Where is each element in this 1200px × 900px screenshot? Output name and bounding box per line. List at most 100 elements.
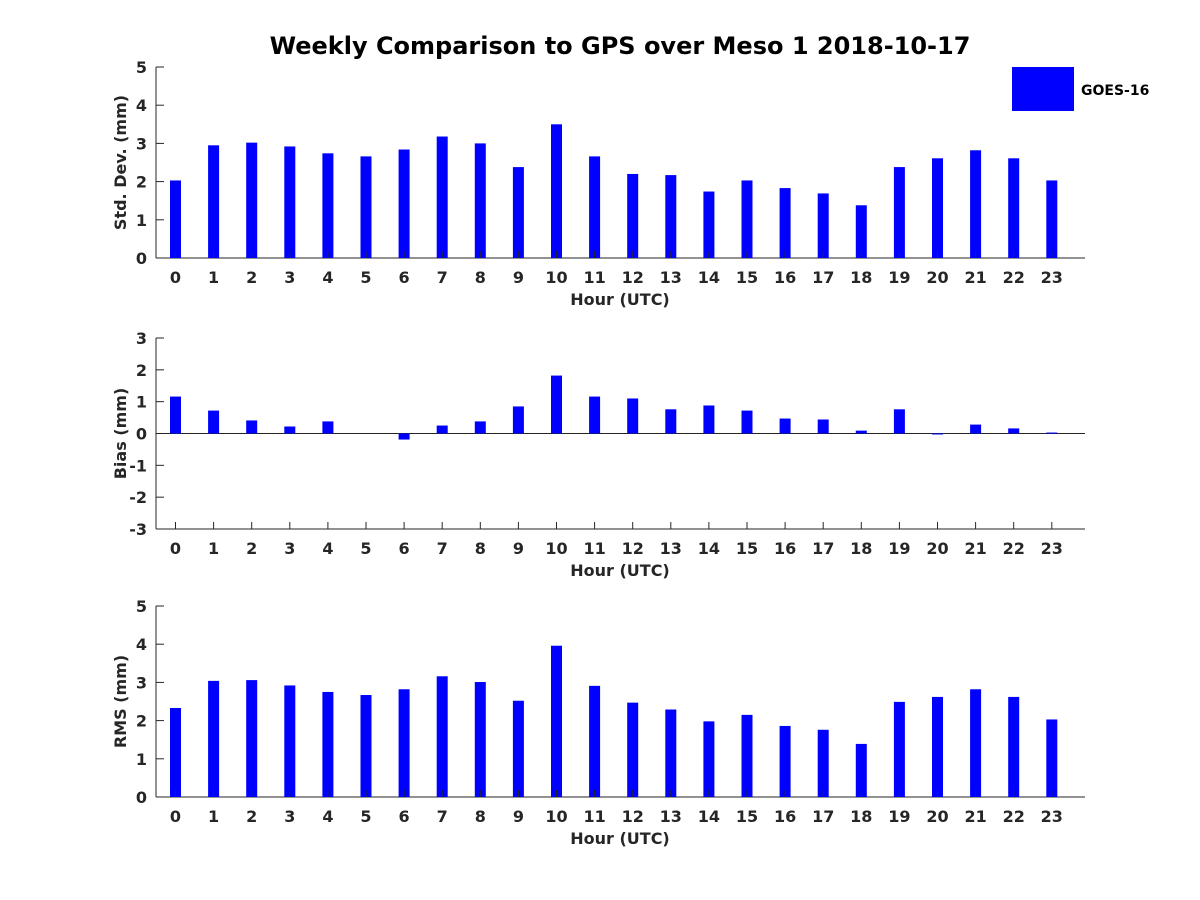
bias-bar [932, 433, 943, 435]
rms-x-tick-label: 3 [284, 807, 295, 826]
bias-bar [322, 421, 334, 434]
std-dev-bar [589, 156, 601, 258]
bias-x-tick-label: 19 [888, 539, 910, 558]
bias-bar [474, 421, 486, 434]
bias-x-tick-label: 1 [208, 539, 219, 558]
std-dev-bar [665, 175, 677, 258]
std-dev-bar [627, 173, 639, 258]
bias-x-tick-label: 23 [1041, 539, 1063, 558]
std-dev-x-tick-label: 12 [622, 268, 644, 287]
legend: GOES-16 [1012, 67, 1149, 111]
rms-x-tick-label: 11 [583, 807, 605, 826]
bias-bar [741, 410, 753, 434]
bias-x-tick-label: 12 [622, 539, 644, 558]
rms-x-tick-label: 15 [736, 807, 758, 826]
bias-x-tick-label: 8 [475, 539, 486, 558]
std-dev-x-tick-label: 23 [1041, 268, 1063, 287]
std-dev-bar [170, 180, 181, 258]
std-dev-x-tick-label: 1 [208, 268, 219, 287]
std-dev-y-tick-label: 5 [136, 58, 147, 77]
std-dev-bar [970, 150, 982, 258]
rms-bar [512, 700, 524, 797]
rms-x-tick-label: 20 [926, 807, 948, 826]
rms-x-tick-label: 10 [545, 807, 567, 826]
bias-y-tick-label: 2 [136, 361, 147, 380]
std-dev-x-axis-label: Hour (UTC) [570, 290, 670, 309]
std-dev-x-tick-label: 3 [284, 268, 295, 287]
rms-x-tick-label: 18 [850, 807, 872, 826]
std-dev-x-tick-label: 22 [1003, 268, 1025, 287]
rms-bar [551, 645, 562, 797]
bias-bar [170, 396, 181, 434]
bias-y-tick-label: 0 [136, 425, 147, 444]
std-dev-x-tick-label: 0 [170, 268, 181, 287]
rms-bar [474, 682, 486, 797]
rms-y-tick-label: 5 [136, 597, 147, 616]
std-dev-bar [551, 124, 562, 258]
rms-bar [970, 689, 982, 797]
bias-x-axis-label: Hour (UTC) [570, 561, 670, 580]
rms-bar [322, 691, 334, 797]
bias-x-tick-label: 7 [437, 539, 448, 558]
rms-bar [360, 695, 372, 797]
rms-bar [1008, 696, 1020, 797]
rms-x-tick-label: 17 [812, 807, 834, 826]
figure-title: Weekly Comparison to GPS over Meso 1 201… [270, 32, 971, 60]
std-dev-x-tick-label: 21 [964, 268, 986, 287]
bias-x-tick-label: 10 [545, 539, 567, 558]
bias-x-tick-label: 15 [736, 539, 758, 558]
bias-bar [970, 424, 982, 434]
rms-y-tick-label: 3 [136, 673, 147, 692]
rms-x-tick-label: 12 [622, 807, 644, 826]
bias-bar [436, 425, 448, 434]
bias-x-tick-label: 4 [322, 539, 333, 558]
bias-bar [893, 409, 905, 434]
std-dev-bar [474, 143, 486, 258]
bias-x-tick-label: 0 [170, 539, 181, 558]
rms-bar [855, 743, 867, 797]
rms-bar [817, 729, 829, 797]
rms-x-tick-label: 19 [888, 807, 910, 826]
rms-x-tick-label: 6 [399, 807, 410, 826]
std-dev-y-tick-label: 3 [136, 134, 147, 153]
rms-bar [589, 685, 601, 797]
std-dev-bar [1046, 180, 1058, 258]
bias-bar [1046, 432, 1058, 434]
bias-x-tick-label: 21 [964, 539, 986, 558]
bias-bar [246, 420, 258, 434]
rms-bar [893, 701, 905, 797]
std-dev-bar [893, 167, 905, 258]
std-dev-bar [855, 205, 867, 258]
bias-x-tick-label: 16 [774, 539, 796, 558]
std-dev-x-tick-label: 17 [812, 268, 834, 287]
rms-bar [1046, 719, 1058, 797]
bias-bar [512, 406, 524, 434]
std-dev-bar [512, 167, 524, 258]
std-dev-bar [932, 158, 943, 258]
rms-y-axis-label: RMS (mm) [111, 655, 130, 748]
std-dev-x-tick-label: 5 [360, 268, 371, 287]
bias-x-tick-label: 11 [583, 539, 605, 558]
std-dev-bar [1008, 158, 1020, 258]
rms-x-tick-label: 22 [1003, 807, 1025, 826]
std-dev-y-axis-label: Std. Dev. (mm) [111, 95, 130, 230]
rms-x-tick-label: 1 [208, 807, 219, 826]
std-dev-x-tick-label: 13 [660, 268, 682, 287]
std-dev-x-tick-label: 10 [545, 268, 567, 287]
std-dev-x-tick-label: 6 [399, 268, 410, 287]
std-dev-x-tick-label: 18 [850, 268, 872, 287]
bias-x-tick-label: 3 [284, 539, 295, 558]
rms-bar [665, 709, 677, 797]
bias-y-tick-label: -3 [129, 520, 147, 539]
rms-bar [741, 714, 753, 797]
bias-bar [779, 418, 791, 434]
rms-x-tick-label: 4 [322, 807, 333, 826]
std-dev-bar [779, 188, 791, 258]
rms-x-tick-label: 9 [513, 807, 524, 826]
rms-x-tick-label: 5 [360, 807, 371, 826]
std-dev-x-tick-label: 16 [774, 268, 796, 287]
std-dev-bar [246, 142, 258, 258]
bias-bar [284, 426, 296, 434]
